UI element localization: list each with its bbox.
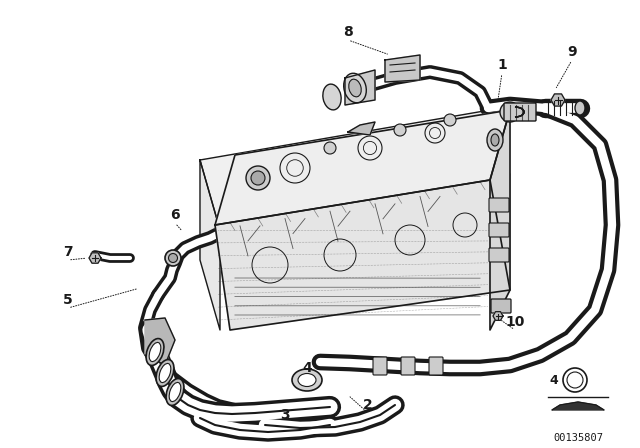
Text: 3: 3 (280, 408, 290, 422)
Circle shape (324, 142, 336, 154)
FancyBboxPatch shape (401, 357, 415, 375)
Ellipse shape (323, 84, 341, 110)
Polygon shape (385, 55, 420, 82)
Ellipse shape (344, 73, 366, 103)
Text: 1: 1 (497, 58, 507, 72)
Ellipse shape (146, 339, 164, 366)
Polygon shape (215, 180, 510, 330)
Polygon shape (89, 253, 101, 263)
Ellipse shape (349, 79, 361, 97)
FancyBboxPatch shape (489, 223, 509, 237)
Polygon shape (551, 94, 565, 106)
FancyBboxPatch shape (491, 299, 511, 313)
Circle shape (394, 124, 406, 136)
Ellipse shape (156, 360, 174, 387)
Text: 4: 4 (302, 361, 312, 375)
Ellipse shape (298, 374, 316, 387)
Ellipse shape (165, 250, 181, 266)
Polygon shape (490, 110, 510, 290)
Ellipse shape (491, 134, 499, 146)
Ellipse shape (292, 369, 322, 391)
Ellipse shape (169, 383, 181, 401)
Ellipse shape (487, 129, 503, 151)
Text: 6: 6 (170, 208, 180, 222)
Circle shape (444, 114, 456, 126)
Polygon shape (348, 122, 375, 135)
Text: 00135807: 00135807 (553, 433, 603, 443)
Text: 7: 7 (63, 245, 73, 259)
FancyBboxPatch shape (504, 103, 536, 121)
Polygon shape (200, 160, 220, 330)
Polygon shape (145, 318, 175, 365)
Text: 8: 8 (343, 25, 353, 39)
Polygon shape (490, 110, 510, 330)
Ellipse shape (166, 379, 184, 405)
Text: 2: 2 (363, 398, 373, 412)
Text: 5: 5 (63, 293, 73, 307)
Text: 9: 9 (567, 45, 577, 59)
FancyBboxPatch shape (373, 357, 387, 375)
Polygon shape (493, 312, 503, 320)
Circle shape (251, 171, 265, 185)
Ellipse shape (168, 254, 177, 263)
Circle shape (500, 102, 520, 122)
FancyBboxPatch shape (429, 357, 443, 375)
Polygon shape (345, 70, 375, 105)
FancyBboxPatch shape (489, 248, 509, 262)
Ellipse shape (159, 363, 171, 383)
Polygon shape (200, 110, 510, 230)
Text: 4: 4 (550, 374, 558, 387)
Polygon shape (552, 402, 604, 410)
FancyBboxPatch shape (489, 198, 509, 212)
Polygon shape (215, 110, 510, 225)
Ellipse shape (575, 101, 585, 115)
Circle shape (246, 166, 270, 190)
Ellipse shape (149, 342, 161, 362)
Text: 10: 10 (506, 315, 525, 329)
